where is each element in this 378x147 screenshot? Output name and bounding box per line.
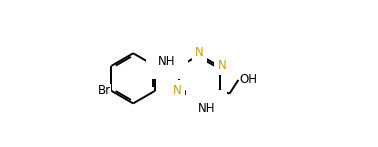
Text: N: N <box>217 59 226 71</box>
Text: N: N <box>173 84 182 97</box>
Text: OH: OH <box>240 73 258 86</box>
Text: NH: NH <box>158 55 176 67</box>
Text: N: N <box>195 46 204 59</box>
Text: Br: Br <box>98 84 111 97</box>
Text: NH: NH <box>198 102 215 115</box>
Text: N: N <box>195 98 204 111</box>
